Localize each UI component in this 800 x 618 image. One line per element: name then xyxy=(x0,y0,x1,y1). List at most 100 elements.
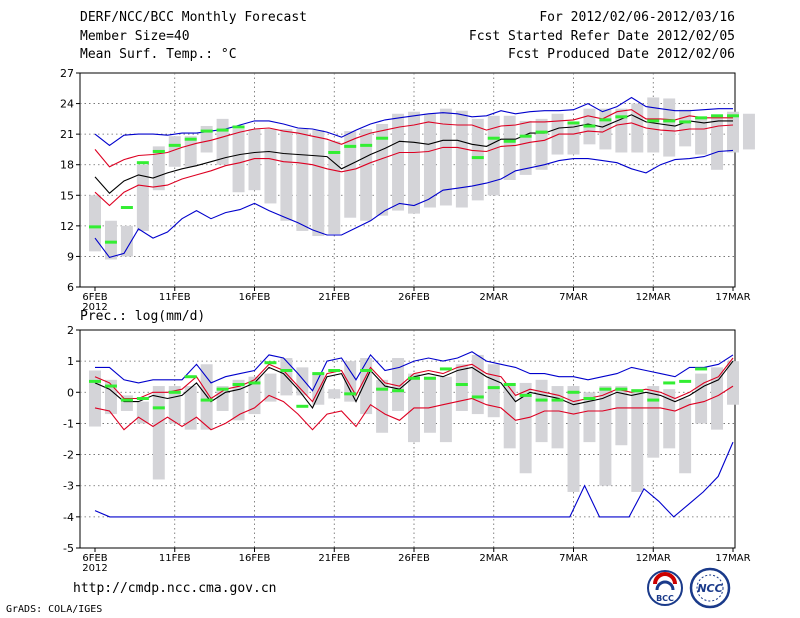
spread-box xyxy=(136,401,149,424)
y-tick-label: 24 xyxy=(60,98,74,111)
spread-box xyxy=(599,108,612,150)
spread-box xyxy=(487,364,500,418)
spread-box xyxy=(647,97,660,153)
spread-box xyxy=(120,225,133,257)
y-tick-label: -1 xyxy=(63,417,74,430)
spread-box xyxy=(439,108,452,206)
y-tick-label: -3 xyxy=(63,480,74,493)
refer-date: Fcst Started Refer Date 2012/02/05 xyxy=(468,29,735,44)
spread-box xyxy=(392,358,405,411)
spread-box xyxy=(471,354,484,415)
spread-box xyxy=(312,373,325,405)
spread-box xyxy=(248,129,261,191)
variable-label: Mean Surf. Temp.: °C xyxy=(80,47,237,62)
y-tick-label: 12 xyxy=(60,220,74,233)
series-upper-line xyxy=(94,109,733,168)
y-tick-label: -5 xyxy=(63,542,74,555)
spread-box xyxy=(567,123,580,155)
spread-box xyxy=(471,118,484,201)
spread-box xyxy=(168,386,181,424)
spread-box xyxy=(711,115,724,170)
spread-box xyxy=(136,164,149,231)
grads-credit: GrADS: COLA/IGES xyxy=(6,604,103,615)
chart-title: DERF/NCC/BCC Monthly Forecast xyxy=(80,10,307,25)
spread-box xyxy=(184,386,197,430)
series-mean-line xyxy=(94,360,734,409)
x-tick-label: 2MAR xyxy=(479,292,508,303)
y-tick-label: -2 xyxy=(63,449,74,462)
y-tick-label: 0 xyxy=(67,386,74,399)
x-tick-label: 21FEB xyxy=(318,292,350,303)
spread-box xyxy=(535,118,548,170)
spread-box xyxy=(519,382,532,474)
spread-box xyxy=(200,125,213,153)
spread-box xyxy=(232,379,245,421)
spread-box xyxy=(312,130,325,237)
spread-box xyxy=(439,376,452,443)
x-tick-label: 6FEB xyxy=(82,292,107,303)
spread-box xyxy=(599,386,612,486)
series-min-line xyxy=(94,441,734,518)
x-tick-label: 12MAR xyxy=(636,292,671,303)
series-max-line xyxy=(95,351,734,392)
spread-box xyxy=(296,367,309,396)
x-tick-label: 26FEB xyxy=(398,553,430,564)
bcc-logo-text: BCC xyxy=(656,594,674,603)
spread-box xyxy=(104,220,117,260)
spread-box xyxy=(679,109,692,147)
x-tick-label: 17MAR xyxy=(715,292,750,303)
spread-box xyxy=(423,113,436,208)
member-size: Member Size=40 xyxy=(80,29,190,44)
spread-box xyxy=(695,373,708,424)
spread-box xyxy=(248,376,261,415)
spread-box xyxy=(360,358,373,415)
valid-period: For 2012/02/06-2012/03/16 xyxy=(539,10,735,25)
spread-box xyxy=(344,131,357,218)
spread-box xyxy=(89,370,101,427)
spread-box xyxy=(328,389,341,399)
spread-box xyxy=(328,141,341,235)
spread-box xyxy=(503,115,516,180)
series-min-line xyxy=(94,149,734,259)
spread-box xyxy=(264,129,277,204)
spread-box xyxy=(296,129,309,231)
spread-box xyxy=(344,361,357,402)
y-tick-label: 27 xyxy=(60,67,74,80)
spread-box xyxy=(376,123,389,216)
y-tick-label: 21 xyxy=(60,128,74,141)
spread-box xyxy=(663,98,676,157)
spread-box xyxy=(487,115,500,196)
bcc-logo: BCC xyxy=(647,570,683,606)
spread-box xyxy=(711,367,724,430)
spread-box xyxy=(679,398,692,474)
spread-box xyxy=(631,103,644,153)
x-tick-label: 12MAR xyxy=(636,553,671,564)
x-tick-label: 26FEB xyxy=(398,292,430,303)
x-tick-label: 16FEB xyxy=(239,292,271,303)
spread-box xyxy=(376,379,389,433)
spread-box xyxy=(455,110,468,208)
spread-box xyxy=(216,118,229,165)
spread-box xyxy=(695,117,708,155)
source-url[interactable]: http://cmdp.ncc.cma.gov.cn xyxy=(73,581,277,596)
spread-box xyxy=(551,386,564,449)
series-lower-line xyxy=(94,385,734,431)
y-tick-label: -4 xyxy=(63,511,74,524)
ncc-logo: NCC xyxy=(689,567,731,609)
spread-box xyxy=(184,136,197,167)
panel-temperature: 6 9 12 15 18 21 24 27 6FEB 11FEB 16FEB 21FEB 26FEB 2M… xyxy=(60,67,755,313)
prec-variable-label: Prec.: log(mm/d) xyxy=(80,309,206,324)
spread-box xyxy=(727,361,739,405)
y-tick-label: 6 xyxy=(67,281,74,294)
series-lower-line xyxy=(94,122,734,207)
spread-box xyxy=(615,108,628,153)
x-tick-label: 7MAR xyxy=(559,292,588,303)
ncc-logo-text: NCC xyxy=(697,582,722,595)
spread-box xyxy=(423,376,436,433)
spread-box xyxy=(89,195,101,252)
spread-box xyxy=(567,386,580,492)
y-tick-label: 18 xyxy=(60,159,74,172)
spread-box xyxy=(535,379,548,443)
